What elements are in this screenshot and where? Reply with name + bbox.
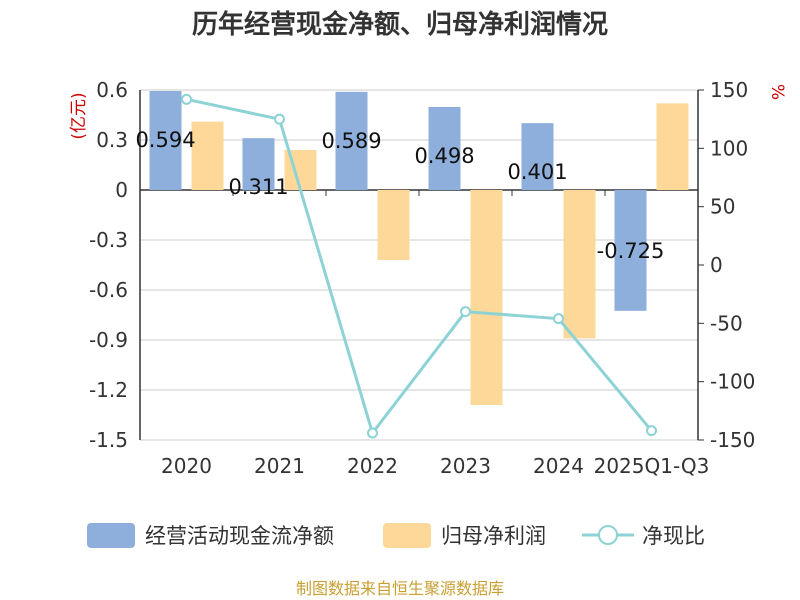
legend-label-cashflow: 经营活动现金流净额 (145, 524, 334, 548)
left-tick-label: -1.2 (89, 378, 128, 402)
chart-title: 历年经营现金净额、归母净利润情况 (192, 9, 608, 40)
bar (149, 91, 182, 190)
left-tick-label: 0.3 (96, 128, 128, 152)
bar (191, 121, 224, 190)
ratio-line (181, 93, 657, 439)
right-tick-label: 150 (710, 78, 748, 102)
tick-labels: 0.6 0.3 0 -0.3 -0.6 -0.9 -1.2 -1.5 150 100 50 0 -50 -… (89, 78, 755, 478)
legend-swatch-cashflow (87, 523, 135, 548)
x-tick-label: 2024 (533, 454, 584, 478)
x-tick-label: 2021 (254, 454, 305, 478)
bar (656, 103, 689, 190)
left-tick-label: -0.3 (89, 228, 128, 252)
legend-label-ratio: 净现比 (642, 524, 705, 548)
right-tick-label: -50 (710, 311, 743, 335)
ratio-point (367, 427, 378, 439)
left-tick-label: -0.6 (89, 278, 128, 302)
ratio-point (553, 313, 564, 325)
ratio-line-path (186, 97, 653, 437)
legend-marker-ratio (598, 525, 618, 545)
left-tick-label: 0 (115, 178, 128, 202)
bar (614, 190, 647, 311)
ratio-point (181, 93, 192, 105)
ratio-point (646, 425, 657, 437)
right-tick-label: 0 (710, 253, 723, 277)
left-tick-label: -0.9 (89, 328, 128, 352)
ratio-point (460, 306, 471, 318)
data-label: 0.401 (507, 160, 567, 184)
right-tick-label: 100 (710, 136, 748, 160)
axes (139, 89, 704, 441)
bar (242, 138, 275, 190)
data-label: 0.311 (228, 175, 288, 199)
ratio-point (274, 113, 285, 125)
bar (335, 91, 368, 190)
bars (149, 91, 689, 405)
left-axis-unit: (亿元) (69, 92, 89, 139)
right-axis-unit: % (767, 84, 787, 100)
left-tick-label: 0.6 (96, 78, 128, 102)
bar-labels: 0.594 0.311 0.589 0.498 0.401 -0.725 (135, 128, 664, 263)
data-label: -0.725 (597, 239, 665, 263)
bar (377, 190, 410, 260)
bar (521, 123, 554, 190)
x-tick-label: 2023 (440, 454, 491, 478)
x-tick-label: 2020 (161, 454, 212, 478)
bar (563, 190, 596, 339)
data-label: 0.589 (321, 129, 381, 153)
bar (428, 107, 461, 190)
data-label: 0.498 (414, 144, 474, 168)
legend: 经营活动现金流净额 归母净利润 净现比 (87, 523, 705, 548)
source-note: 制图数据来自恒生聚源数据库 (296, 579, 504, 598)
data-label: 0.594 (135, 128, 195, 152)
legend-swatch-profit (383, 523, 431, 548)
right-tick-label: -100 (710, 370, 755, 394)
right-tick-label: 50 (710, 195, 735, 219)
right-tick-label: -150 (710, 428, 755, 452)
left-tick-label: -1.5 (89, 428, 128, 452)
legend-label-profit: 归母净利润 (441, 524, 546, 548)
bar (470, 190, 503, 405)
x-tick-label: 2025Q1-Q3 (594, 454, 710, 478)
x-tick-label: 2022 (347, 454, 398, 478)
